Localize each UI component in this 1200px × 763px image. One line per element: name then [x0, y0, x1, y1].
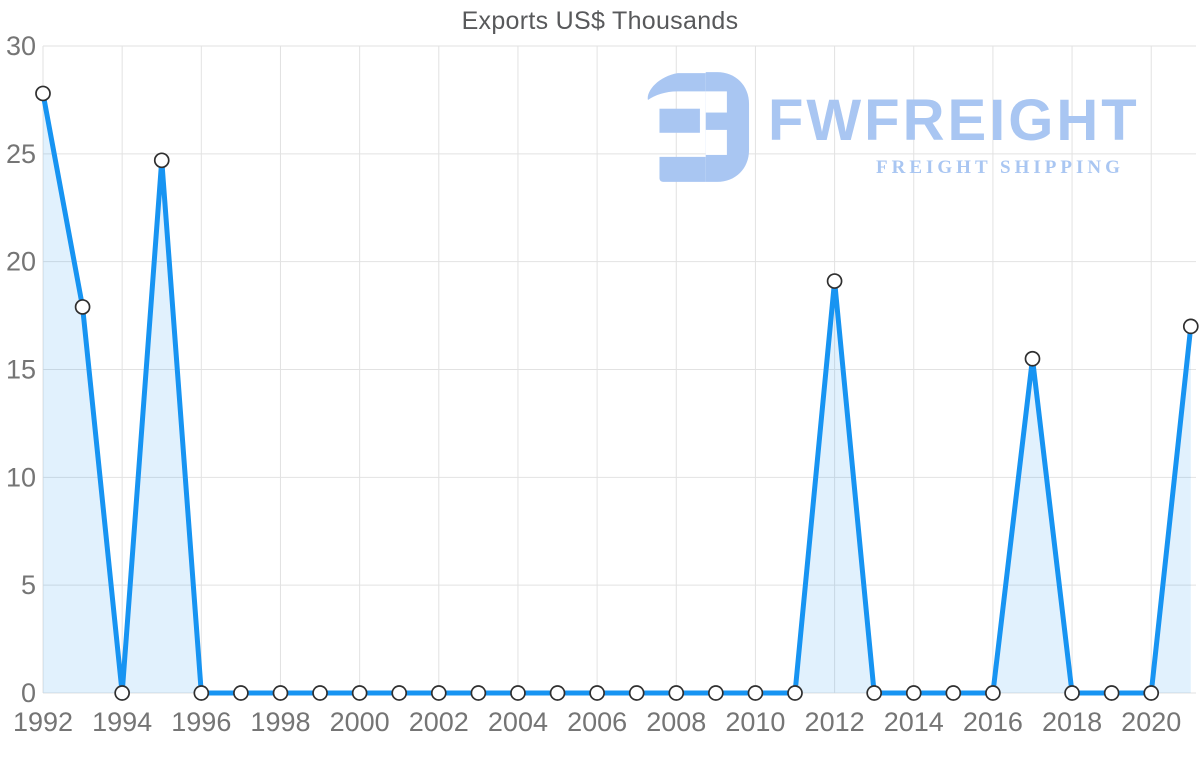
x-tick-label: 2020	[1121, 707, 1181, 737]
x-tick-label: 2012	[805, 707, 865, 737]
data-point-marker[interactable]	[1103, 685, 1120, 701]
x-tick-label: 1994	[92, 707, 152, 737]
x-tick-label: 2016	[963, 707, 1023, 737]
y-tick-label: 25	[6, 139, 36, 169]
data-point-marker[interactable]	[233, 685, 249, 701]
data-point-marker[interactable]	[985, 685, 1001, 701]
y-tick-label: 10	[6, 462, 36, 492]
data-point-marker[interactable]	[1064, 685, 1080, 701]
data-point-marker[interactable]	[312, 685, 328, 701]
data-point-marker[interactable]	[153, 152, 170, 169]
y-tick-label: 20	[6, 247, 36, 277]
data-point-marker[interactable]	[1143, 685, 1160, 701]
data-point-marker[interactable]	[945, 685, 962, 701]
data-point-marker[interactable]	[351, 685, 368, 701]
data-point-marker[interactable]	[866, 685, 883, 701]
data-point-marker[interactable]	[193, 685, 210, 701]
x-tick-label: 2008	[646, 707, 706, 737]
area-fill	[43, 93, 1191, 694]
y-tick-label: 30	[6, 31, 36, 61]
x-tick-label: 2004	[488, 707, 548, 737]
x-tick-label: 2014	[884, 707, 944, 737]
data-point-marker[interactable]	[589, 685, 605, 701]
data-point-marker[interactable]	[391, 685, 408, 701]
data-point-marker[interactable]	[747, 685, 764, 701]
data-point-marker[interactable]	[707, 685, 724, 701]
x-tick-label: 2010	[725, 707, 785, 737]
data-point-marker[interactable]	[1182, 318, 1199, 335]
data-point-marker[interactable]	[668, 685, 685, 701]
data-point-marker[interactable]	[35, 85, 51, 102]
y-tick-label: 15	[6, 355, 36, 385]
data-point-marker[interactable]	[272, 685, 289, 701]
data-point-marker[interactable]	[1024, 350, 1041, 367]
data-point-marker[interactable]	[430, 685, 447, 701]
data-point-marker[interactable]	[787, 685, 803, 701]
y-tick-label: 5	[21, 570, 36, 600]
data-point-marker[interactable]	[114, 685, 131, 701]
data-point-marker[interactable]	[470, 685, 487, 701]
x-tick-label: 2002	[409, 707, 469, 737]
x-tick-label: 2000	[330, 707, 390, 737]
x-tick-label: 1998	[250, 707, 310, 737]
data-point-marker[interactable]	[549, 685, 566, 701]
data-point-marker[interactable]	[628, 685, 645, 701]
x-tick-label: 2006	[567, 707, 627, 737]
chart-title: Exports US$ Thousands	[461, 7, 739, 35]
data-point-marker[interactable]	[826, 273, 843, 289]
x-tick-label: 2018	[1042, 707, 1102, 737]
y-tick-label: 0	[21, 678, 36, 708]
x-tick-label: 1996	[171, 707, 231, 737]
data-point-marker[interactable]	[510, 685, 526, 701]
data-point-marker[interactable]	[905, 685, 922, 701]
data-point-marker[interactable]	[74, 299, 91, 315]
x-tick-label: 1992	[13, 707, 73, 737]
